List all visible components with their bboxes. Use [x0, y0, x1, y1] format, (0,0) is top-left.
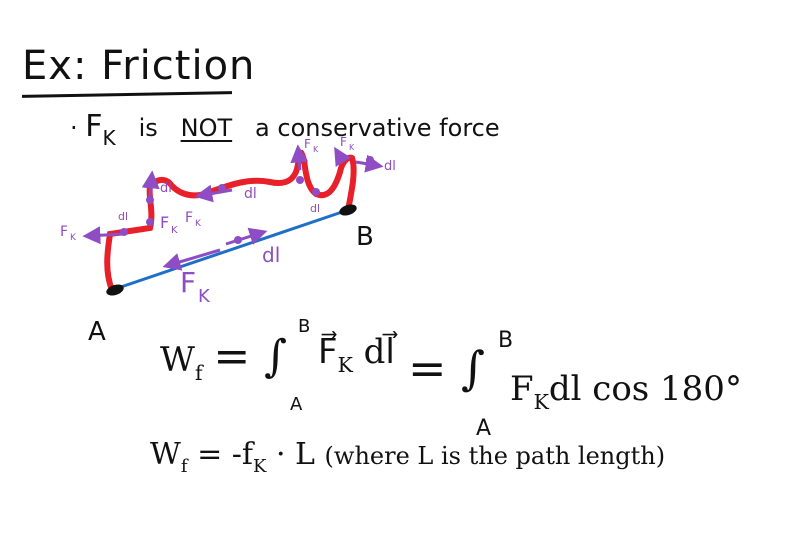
eq1-rest: dl cos 180° — [548, 369, 742, 409]
page-title: Ex: Friction — [22, 43, 256, 89]
text-not: NOT — [180, 114, 233, 142]
label-dl-4: dl — [310, 202, 320, 215]
bullet-statement: · FK is NOT a conservative force — [70, 109, 500, 150]
label-dl-left: dl — [118, 210, 128, 223]
point-b-marker — [339, 204, 357, 216]
straight-path-line — [111, 208, 349, 292]
svg-text:K: K — [70, 233, 77, 243]
eq2-lhs: W — [150, 437, 181, 472]
eq2-rhs: = -f — [197, 437, 253, 472]
bullet-marker: · — [70, 114, 78, 142]
eq1-upper: B — [298, 316, 311, 337]
svg-text:K: K — [171, 225, 178, 236]
text-rest: a conservative force — [255, 114, 500, 142]
label-fk-main: F — [180, 266, 196, 299]
svg-text:K: K — [349, 143, 355, 152]
work-equation-2: Wf = -fK · L (where L is the path length… — [150, 437, 666, 478]
eq2-rest: · L — [275, 437, 315, 472]
point-b-label: B — [356, 222, 374, 252]
point-a-label: A — [88, 317, 106, 347]
force-symbol: F — [85, 109, 103, 144]
svg-text:K: K — [198, 286, 211, 307]
eq2-note: (where L is the path length) — [324, 442, 666, 470]
label-fk-1: F — [160, 213, 169, 232]
label-fk-3: F — [304, 137, 311, 151]
label-fk-2: F — [185, 210, 193, 226]
eq1-dl: dl⃗ — [363, 332, 395, 372]
eq1-integrand: F⃗K dl⃗ — [318, 332, 395, 378]
svg-text:K: K — [195, 219, 202, 229]
work-equation-1: Wf = ∫ — [160, 331, 288, 386]
force-subscript: K — [102, 126, 116, 150]
eq1-lhs: W — [160, 340, 195, 380]
eq1-upper2: B — [498, 328, 514, 353]
eq1-lower2: A — [476, 416, 492, 441]
eq1-mid: = ∫ — [213, 331, 288, 382]
eq1-lower: A — [290, 394, 303, 415]
force-vectors — [82, 144, 384, 271]
label-dl-3: dl — [384, 159, 396, 174]
svg-text:K: K — [313, 145, 319, 154]
text-is: is — [138, 114, 158, 142]
vector-labels: F K dl F K F K dl dl F K F K dl dl dl F … — [60, 135, 396, 307]
label-fk-left: F — [60, 224, 68, 240]
eq1-integrand2: FKdl cos 180° — [510, 369, 742, 415]
label-fk-4: F — [340, 135, 347, 149]
point-a-marker — [106, 284, 124, 296]
label-dl-main: dl — [262, 243, 280, 267]
eq1-second-integral: = ∫ — [408, 341, 486, 395]
label-dl-2: dl — [244, 186, 257, 202]
label-dl-1: dl — [160, 181, 172, 196]
